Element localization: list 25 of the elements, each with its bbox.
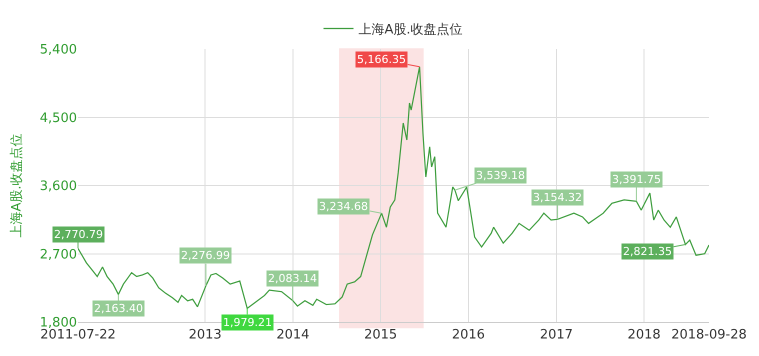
annotation: 3,391.75 <box>612 173 661 186</box>
x-tick-label: 2016 <box>452 328 485 343</box>
annotation: 3,154.32 <box>533 191 582 204</box>
x-tick-label: 2015 <box>364 328 398 343</box>
y-tick-label: 5,400 <box>40 42 77 58</box>
annotation: 2,083.14 <box>268 272 317 285</box>
annotation: 3,234.68 <box>319 200 368 213</box>
x-tick-label: 2013 <box>188 328 222 343</box>
legend-label: 上海A股.收盘点位 <box>358 22 463 38</box>
annotation: 2,163.40 <box>94 302 143 315</box>
annotation: 1,979.21 <box>223 316 272 329</box>
x-tick-label: 2014 <box>276 328 310 343</box>
y-tick-label: 3,600 <box>40 179 77 194</box>
annotation: 3,539.18 <box>476 169 525 182</box>
annotation: 2,276.99 <box>181 249 230 262</box>
annotation: 2,821.35 <box>623 245 672 258</box>
y-tick-label: 2,700 <box>40 247 77 262</box>
y-axis-title: 上海A股.收盘点位 <box>10 133 25 238</box>
x-tick-label: 2017 <box>540 328 573 343</box>
x-tick-label: 2018 <box>628 328 661 343</box>
annotation: 2,770.79 <box>54 228 103 241</box>
annotation: 5,166.35 <box>357 53 406 66</box>
x-tick-label: 2011-07-22 <box>40 328 116 343</box>
x-tick-label: 2018-09-28 <box>671 328 747 343</box>
y-tick-label: 4,500 <box>40 110 77 126</box>
